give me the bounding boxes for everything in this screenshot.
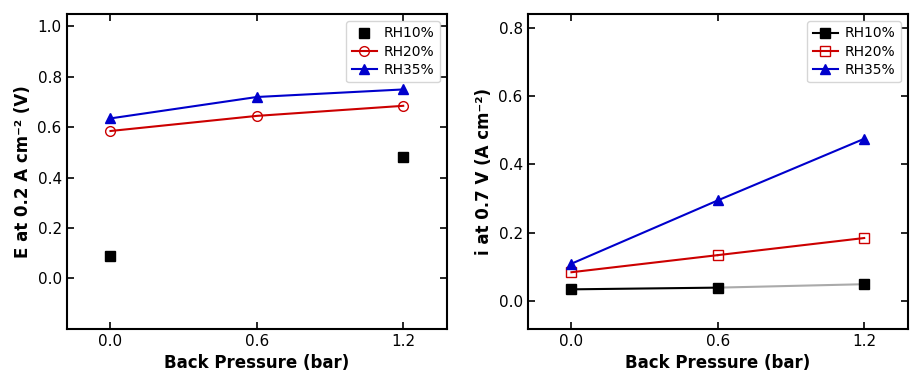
Legend: RH10%, RH20%, RH35%: RH10%, RH20%, RH35% [808, 21, 901, 82]
X-axis label: Back Pressure (bar): Back Pressure (bar) [625, 354, 810, 372]
X-axis label: Back Pressure (bar): Back Pressure (bar) [164, 354, 349, 372]
Y-axis label: E at 0.2 A cm⁻² (V): E at 0.2 A cm⁻² (V) [14, 85, 32, 258]
Y-axis label: i at 0.7 V (A cm⁻²): i at 0.7 V (A cm⁻²) [475, 88, 493, 255]
Legend: RH10%, RH20%, RH35%: RH10%, RH20%, RH35% [347, 21, 440, 82]
